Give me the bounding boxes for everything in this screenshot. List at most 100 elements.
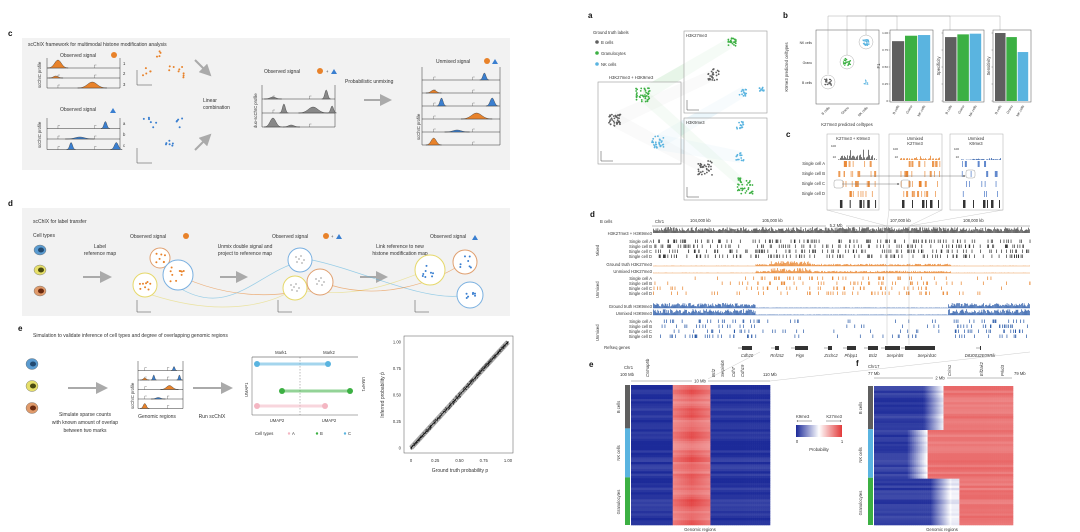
signal-bar (923, 158, 924, 160)
heatmap-cell (658, 408, 662, 411)
heatmap-cell (660, 413, 664, 416)
read-mark (801, 249, 803, 253)
heatmap-cell (768, 403, 771, 407)
scatter-point (449, 403, 451, 405)
heatmap-cell (690, 410, 693, 414)
confusion-point (830, 80, 833, 82)
heatmap-cell (722, 403, 725, 407)
heatmap-cell (682, 394, 685, 397)
heatmap-cell (714, 394, 717, 397)
heatmap-cell (652, 403, 656, 407)
read-mark (914, 239, 916, 243)
read-mark (847, 249, 849, 253)
read-mark (861, 249, 862, 253)
signal-bar (932, 264, 933, 266)
read-mark (933, 276, 935, 280)
signal-bar (815, 228, 816, 233)
x-axis-label: K27me3 predicted celltypes (821, 122, 872, 127)
scatter-point (499, 351, 501, 353)
heatmap-cell (640, 396, 644, 400)
signal-bar (915, 263, 917, 266)
read-mark (837, 334, 838, 338)
heatmap-cell (698, 401, 701, 404)
signal-bar (898, 228, 900, 233)
signal-bar (672, 305, 674, 308)
umap-point (613, 124, 616, 127)
signal-bar (758, 271, 759, 273)
heatmap-cell (726, 403, 729, 407)
signal-bar (698, 311, 699, 315)
signal-bar (715, 304, 716, 308)
read-mark (916, 239, 917, 243)
heatmap-cell (652, 399, 656, 402)
signal-bar (670, 227, 671, 233)
signal-bar (671, 309, 672, 315)
umap-point (710, 161, 713, 164)
scatter-point (471, 383, 473, 385)
heatmap-cell (638, 415, 642, 418)
signal-bar (773, 230, 775, 233)
signal-bar (899, 270, 901, 273)
read-mark (736, 291, 738, 295)
signal-bar (836, 264, 838, 266)
read-mark (738, 281, 740, 285)
gene-block (987, 200, 988, 208)
heatmap-cell (666, 392, 670, 395)
read-mark (685, 291, 687, 295)
heatmap-cell (740, 406, 743, 409)
confusion-point (866, 40, 868, 42)
signal-bar (797, 270, 799, 273)
umap-point (703, 164, 706, 167)
heatmap-cell (631, 408, 634, 411)
signal-bar (797, 228, 798, 233)
heatmap-cell (710, 394, 713, 397)
signal-bar (1009, 228, 1011, 233)
read-mark (894, 254, 896, 258)
signal-bar (722, 228, 723, 233)
read-mark (840, 254, 841, 258)
heatmap-cell (698, 385, 701, 388)
read-mark (957, 324, 958, 328)
read-mark (660, 334, 661, 338)
read-mark (854, 281, 856, 285)
signal-bar (844, 271, 846, 273)
heatmap-cell (702, 403, 705, 407)
signal-bar (883, 231, 885, 233)
read-mark (850, 171, 852, 177)
row-label: Single cell A (802, 161, 825, 166)
heatmap-cell (698, 389, 701, 393)
umap-point (619, 123, 621, 126)
signal-bar (918, 263, 920, 266)
signal-bar (952, 228, 954, 233)
point (160, 253, 163, 256)
heatmap-cell (764, 399, 767, 402)
read-mark (891, 286, 893, 290)
signal-bar (949, 309, 950, 315)
read-mark (1008, 324, 1009, 328)
heatmap-cell (662, 406, 666, 409)
scatter-point (422, 432, 424, 434)
read-mark (823, 281, 825, 285)
signal-bar (797, 268, 798, 273)
read-mark (939, 239, 941, 243)
signal-bar (734, 229, 736, 233)
signal-bar (777, 230, 778, 233)
heatmap-cell (646, 394, 650, 397)
umap-point (643, 87, 646, 90)
heatmap-cell (742, 389, 745, 393)
heatmap-cell (668, 399, 672, 402)
signal-bar (969, 231, 971, 233)
signal-bar (716, 230, 717, 233)
signal-bar (806, 269, 807, 273)
read-mark (710, 319, 712, 323)
signal-bar (840, 227, 841, 233)
read-mark (707, 319, 708, 323)
heatmap-cell (692, 413, 695, 416)
read-mark (1006, 249, 1007, 253)
signal-bar (750, 306, 751, 308)
umap-point (703, 172, 706, 175)
signal-bar (856, 229, 858, 233)
read-mark (819, 286, 821, 290)
heatmap-cell (670, 403, 673, 407)
track-label: Single cell D (629, 291, 652, 296)
